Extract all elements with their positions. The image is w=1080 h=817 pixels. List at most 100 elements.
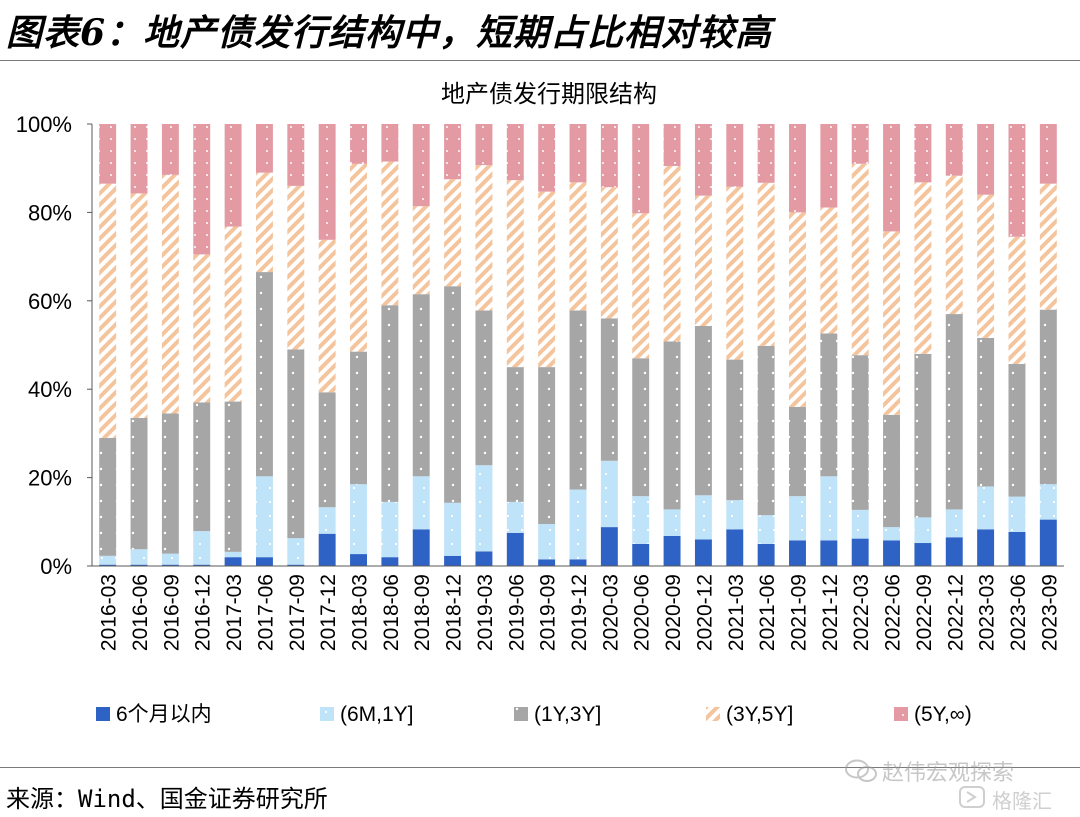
bar-segment [789, 540, 806, 566]
bar-segment [412, 294, 430, 477]
bar-segment [255, 557, 273, 566]
bar-segment [475, 124, 493, 166]
x-tick-label: 2016-12 [192, 574, 215, 651]
bar-segment [632, 124, 650, 214]
x-tick-label: 2018-09 [411, 574, 434, 651]
x-tick-label: 2017-03 [223, 574, 246, 651]
bar-segment [412, 476, 430, 530]
y-tick-label: 0% [40, 554, 72, 579]
bar-segment [412, 529, 430, 566]
bar-segment [193, 402, 211, 532]
bar-segment [1008, 236, 1026, 365]
bar-segment [287, 185, 305, 350]
bar-segment [506, 367, 524, 502]
x-tick-label: 2016-03 [98, 574, 121, 651]
bar-segment [820, 207, 838, 334]
bar-segment [945, 314, 963, 510]
bar-segment [130, 417, 148, 550]
bar-segment [350, 163, 367, 352]
bar-segment [757, 345, 775, 516]
legend-swatch [514, 707, 528, 721]
bar-segment [757, 124, 775, 183]
x-tick-label: 2019-09 [537, 574, 560, 651]
footer-divider [0, 767, 1080, 768]
bar-segment [475, 465, 493, 552]
x-tick-label: 2023-06 [1007, 574, 1030, 651]
bar-segment [130, 549, 148, 565]
bar-segment [538, 367, 556, 525]
bar-segment [632, 358, 650, 497]
bar-segment [161, 564, 179, 566]
bar-segment [381, 161, 399, 306]
bar-segment [161, 124, 179, 175]
bar-segment [977, 486, 995, 530]
plot-area: 0% 20% 40% 60% 80% 100% 2016-03 2016-06 2016-09 2… [16, 112, 1064, 651]
x-tick-label: 2021-09 [787, 574, 810, 651]
bar-segment [757, 515, 775, 544]
bar-segment [538, 191, 556, 368]
bar-segment [569, 489, 587, 560]
bar-segment [99, 183, 117, 438]
bar-segment [977, 529, 995, 566]
y-tick-label: 20% [28, 466, 72, 491]
bar-segment [945, 124, 963, 176]
watermark-brand: 格隆汇 [992, 789, 1052, 813]
legend-label: (1Y,3Y] [534, 703, 601, 726]
bar-segment [381, 501, 399, 558]
legend-label: (6M,1Y] [340, 703, 414, 726]
bar-segment [318, 124, 336, 240]
legend-swatch [320, 707, 334, 721]
legend-swatch [96, 707, 110, 721]
bar-segment [883, 231, 901, 415]
bar-segment [632, 213, 650, 359]
bar-segment [350, 351, 367, 485]
bar-segment [287, 124, 305, 186]
bar-segment [412, 206, 430, 295]
bar-segment [412, 124, 430, 207]
bar-segment [161, 413, 179, 554]
bar-segment [600, 527, 618, 566]
bar-segment [1039, 183, 1057, 310]
bar-segment [444, 502, 462, 556]
bar-segment [287, 349, 305, 539]
bar-segment [318, 507, 336, 534]
bar-segment [569, 310, 587, 490]
bar-segment [632, 543, 650, 566]
bar-segment [444, 286, 462, 503]
x-tick-label: 2020-03 [599, 574, 622, 651]
legend-swatch [706, 707, 720, 721]
x-tick-label: 2022-09 [913, 574, 936, 651]
bar-segment [883, 540, 901, 566]
bar-segment [475, 165, 493, 311]
bar-segment [694, 195, 712, 326]
watermark: 赵伟宏观探索 格隆汇 [842, 755, 1072, 813]
bar-segment [161, 174, 179, 414]
bar-segment [914, 124, 932, 183]
x-tick-label: 2017-12 [317, 574, 340, 651]
bar-segment [851, 538, 869, 566]
bar-segment [350, 124, 367, 164]
bar-segment [381, 305, 399, 502]
bar-segment [726, 529, 744, 566]
legend-swatch [894, 707, 908, 721]
bar-segment [914, 182, 932, 354]
bar-segment [130, 564, 148, 566]
bar-segment [914, 543, 932, 566]
source-note: 来源：Wind、国金证券研究所 [6, 785, 328, 813]
x-tick-label: 2021-06 [756, 574, 779, 651]
page-title: 图表6：地产债发行结构中，短期占比相对较高 [6, 12, 773, 54]
bar-segment [1039, 309, 1057, 485]
bar-segment [569, 182, 587, 311]
x-tick-label: 2019-06 [505, 574, 528, 651]
bar-segment [914, 353, 932, 518]
bar-segment [977, 337, 995, 487]
bar-segment [99, 555, 117, 565]
bar-segment [663, 165, 681, 342]
bar-segment [318, 392, 336, 508]
bar-segment [663, 535, 681, 566]
bar-segment [600, 460, 618, 528]
bar-segment [694, 495, 712, 540]
bar-segment [694, 539, 712, 566]
bar-segment [726, 186, 744, 360]
bar-segment [1039, 124, 1057, 184]
